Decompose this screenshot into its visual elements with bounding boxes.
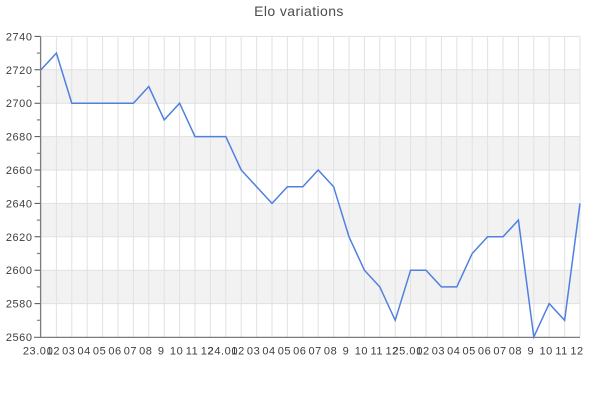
svg-text:23.01: 23.01 <box>23 346 53 358</box>
svg-text:06: 06 <box>478 346 491 358</box>
svg-text:12: 12 <box>386 346 399 358</box>
svg-text:04: 04 <box>78 346 91 358</box>
svg-text:11: 11 <box>555 346 568 358</box>
svg-text:24.01: 24.01 <box>208 346 238 358</box>
svg-text:04: 04 <box>262 346 275 358</box>
svg-text:11: 11 <box>371 346 384 358</box>
svg-text:03: 03 <box>62 346 75 358</box>
svg-text:08: 08 <box>324 346 337 358</box>
svg-text:2680: 2680 <box>6 132 33 144</box>
svg-text:9: 9 <box>343 346 350 358</box>
svg-text:2640: 2640 <box>6 198 33 210</box>
svg-text:07: 07 <box>493 346 506 358</box>
svg-text:10: 10 <box>355 346 368 358</box>
svg-text:05: 05 <box>463 346 476 358</box>
svg-text:08: 08 <box>509 346 522 358</box>
svg-text:10: 10 <box>170 346 183 358</box>
svg-text:05: 05 <box>278 346 291 358</box>
svg-text:08: 08 <box>139 346 152 358</box>
svg-text:2660: 2660 <box>6 165 33 177</box>
svg-text:9: 9 <box>158 346 165 358</box>
svg-text:02: 02 <box>232 346 245 358</box>
svg-text:05: 05 <box>93 346 106 358</box>
svg-text:2620: 2620 <box>6 232 33 244</box>
svg-text:2580: 2580 <box>6 299 33 311</box>
svg-text:07: 07 <box>309 346 322 358</box>
svg-text:Elo variations: Elo variations <box>254 3 344 19</box>
svg-text:02: 02 <box>416 346 429 358</box>
svg-text:2720: 2720 <box>6 65 33 77</box>
svg-text:03: 03 <box>432 346 445 358</box>
svg-text:2560: 2560 <box>6 332 33 344</box>
svg-text:11: 11 <box>186 346 199 358</box>
svg-text:2600: 2600 <box>6 265 33 277</box>
svg-text:06: 06 <box>108 346 121 358</box>
svg-text:04: 04 <box>447 346 460 358</box>
svg-text:03: 03 <box>247 346 260 358</box>
svg-text:12: 12 <box>570 346 583 358</box>
svg-text:02: 02 <box>47 346 60 358</box>
svg-text:07: 07 <box>124 346 137 358</box>
svg-text:9: 9 <box>527 346 534 358</box>
svg-text:25.01: 25.01 <box>392 346 422 358</box>
svg-text:2740: 2740 <box>6 31 33 43</box>
svg-text:12: 12 <box>201 346 214 358</box>
svg-text:06: 06 <box>293 346 306 358</box>
svg-text:10: 10 <box>540 346 553 358</box>
svg-text:2700: 2700 <box>6 98 33 110</box>
